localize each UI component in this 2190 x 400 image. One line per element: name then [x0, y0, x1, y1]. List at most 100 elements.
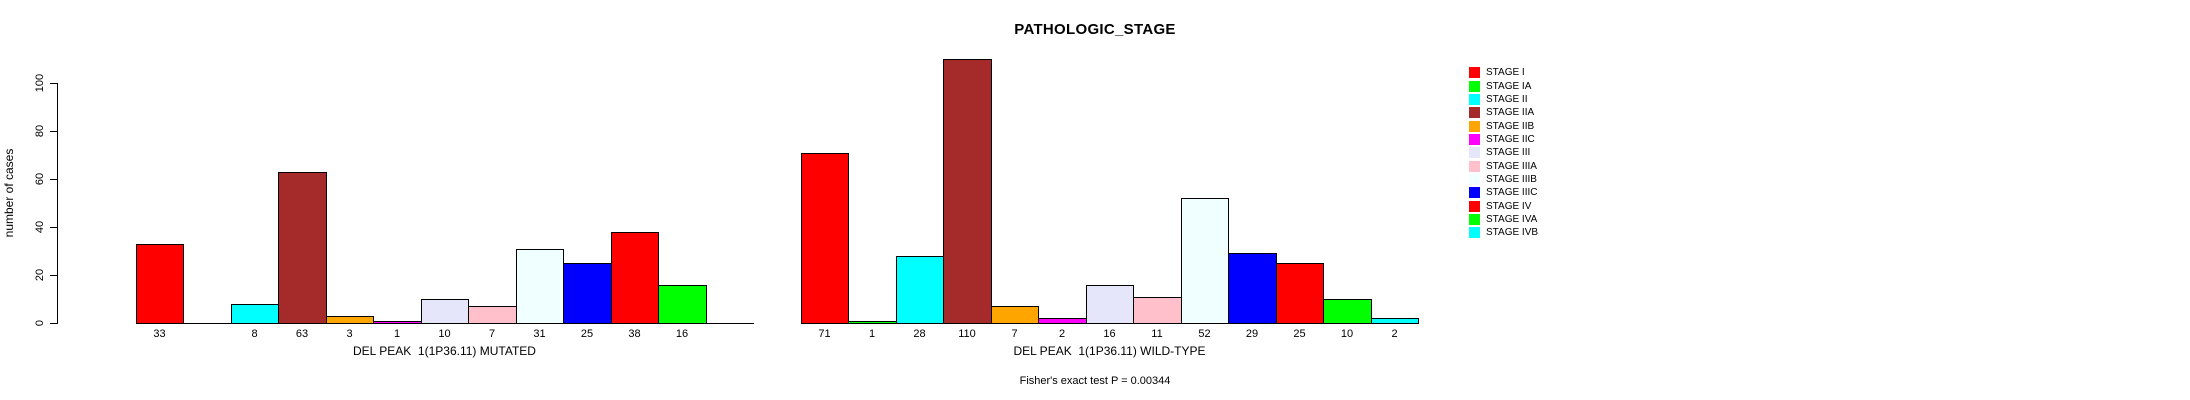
bar-value-label: 110 [958, 328, 976, 340]
bar-value-label: 33 [153, 328, 166, 340]
legend-item-label: STAGE IIIA [1486, 160, 1537, 172]
legend-item-stage-iva: STAGE IVA [1469, 213, 1538, 226]
bar-value-label: 16 [675, 328, 689, 340]
fisher-test-result: Fisher's exact test P = 0.00344 [1019, 375, 1171, 387]
legend-item-label: STAGE II [1486, 93, 1528, 105]
bar-stage-iiib [516, 249, 564, 324]
bar-stage-iiia [468, 306, 517, 324]
y-axis-label: number of cases [2, 148, 16, 238]
legend-color-swatch [1469, 227, 1480, 239]
x-axis-title-wildtype: DEL PEAK 1(1P36.11) WILD-TYPE [1013, 344, 1206, 358]
bar-stage-iii [421, 299, 469, 324]
bar-value-label: 7 [488, 328, 496, 340]
chart-mutated: 33 8 63 3 1 10 7 31 25 38 16 [136, 0, 756, 400]
bar-value-label: 16 [1103, 328, 1116, 340]
bar-value-label: 38 [628, 328, 641, 340]
legend-item-stage-i: STAGE I [1469, 66, 1538, 79]
legend-color-swatch [1469, 173, 1480, 185]
bar-stage-iii [1086, 285, 1134, 324]
y-tick-label: 20 [34, 268, 46, 282]
bar-value-label: 3 [346, 328, 353, 340]
legend-color-swatch [1469, 147, 1480, 159]
bar-stage-i [801, 153, 849, 324]
bar-stage-iib [991, 306, 1039, 324]
legend-item-label: STAGE IIC [1486, 133, 1535, 145]
bar-stage-iia [943, 59, 992, 324]
y-axis-line [57, 83, 58, 324]
bar-stage-iic [373, 321, 422, 324]
bar-stage-ii [896, 256, 944, 324]
bar-stage-iva [658, 285, 707, 324]
bar-stage-iia [278, 172, 327, 324]
bar-stage-iic [1038, 318, 1087, 324]
bar-value-label: 10 [438, 328, 451, 340]
bar-stage-ii [231, 304, 279, 324]
legend-item-stage-iiib: STAGE IIIB [1469, 173, 1538, 186]
y-tick-label: 60 [34, 172, 46, 186]
legend: STAGE I STAGE IA STAGE II STAGE IIA STAGE II… [1469, 66, 1538, 239]
legend-item-label: STAGE IIB [1486, 120, 1535, 132]
legend-item-label: STAGE IA [1486, 80, 1532, 92]
bar-value-label: 11 [1151, 328, 1163, 340]
bar-value-label: 7 [1011, 328, 1018, 340]
legend-color-swatch [1469, 67, 1480, 79]
bar-value-label: 8 [251, 328, 258, 340]
y-tick-label: 80 [34, 124, 46, 138]
legend-color-swatch [1469, 107, 1480, 119]
bar-value-label: 63 [295, 328, 309, 340]
bar-stage-iva [1323, 299, 1372, 324]
x-axis-title-mutated: DEL PEAK 1(1P36.11) MUTATED [353, 344, 536, 358]
legend-item-label: STAGE III [1486, 147, 1531, 159]
chart-title: PATHOLOGIC_STAGE [1014, 21, 1176, 38]
bar-value-label: 25 [580, 328, 594, 340]
legend-color-swatch [1469, 133, 1480, 145]
legend-item-label: STAGE IIIB [1486, 173, 1537, 185]
y-tick [50, 275, 58, 276]
legend-item-label: STAGE IIA [1486, 107, 1535, 119]
bar-stage-ia [848, 321, 897, 324]
legend-item-stage-iiia: STAGE IIIA [1469, 159, 1538, 172]
bar-value-label: 25 [1293, 328, 1306, 340]
y-tick [50, 227, 58, 228]
legend-color-swatch [1469, 213, 1480, 225]
legend-item-stage-iiic: STAGE IIIC [1469, 186, 1538, 199]
y-tick [50, 131, 58, 132]
legend-item-stage-iia: STAGE IIA [1469, 106, 1538, 119]
bar-stage-iiic [563, 263, 612, 324]
legend-color-swatch [1469, 160, 1480, 172]
legend-color-swatch [1469, 200, 1480, 212]
bar-value-label: 10 [1340, 328, 1354, 340]
legend-item-label: STAGE IVA [1486, 213, 1538, 225]
bar-stage-iiib [1181, 198, 1229, 324]
bar-value-label: 71 [818, 328, 831, 340]
legend-item-label: STAGE IIIC [1486, 187, 1538, 199]
bar-stage-iib [326, 316, 374, 324]
bar-value-label: 1 [868, 328, 876, 340]
bar-value-label: 52 [1198, 328, 1211, 340]
y-tick [50, 323, 58, 324]
bar-stage-iiia [1133, 297, 1182, 324]
legend-item-stage-iv: STAGE IV [1469, 199, 1538, 212]
legend-color-swatch [1469, 120, 1480, 132]
legend-color-swatch [1469, 93, 1480, 105]
bar-stage-ivb [1371, 318, 1419, 324]
legend-item-label: STAGE IVB [1486, 227, 1539, 239]
legend-item-label: STAGE IV [1486, 200, 1532, 212]
legend-item-stage-iii: STAGE III [1469, 146, 1538, 159]
legend-item-label: STAGE I [1486, 67, 1525, 79]
bar-stage-iv [1276, 263, 1324, 324]
legend-color-swatch [1469, 80, 1480, 92]
legend-item-stage-iic: STAGE IIC [1469, 133, 1538, 146]
y-tick-label: 100 [34, 73, 46, 93]
y-tick-label: 0 [34, 319, 46, 327]
legend-item-stage-ia: STAGE IA [1469, 79, 1538, 92]
chart-wildtype: 71 1 28 110 7 2 16 11 52 29 25 10 2 [801, 0, 1421, 400]
bar-value-label: 2 [1058, 328, 1066, 340]
bar-value-label: 2 [1391, 328, 1398, 340]
legend-color-swatch [1469, 187, 1480, 199]
legend-item-stage-ii: STAGE II [1469, 93, 1538, 106]
bar-stage-i [136, 244, 184, 324]
bar-stage-iiic [1228, 253, 1277, 324]
bar-value-label: 1 [393, 328, 401, 340]
